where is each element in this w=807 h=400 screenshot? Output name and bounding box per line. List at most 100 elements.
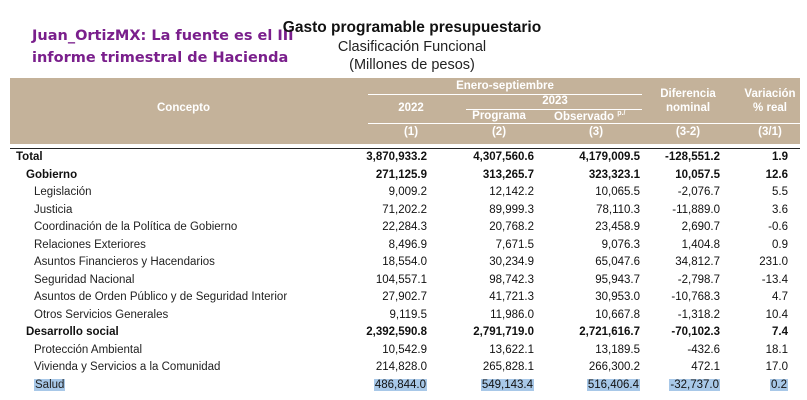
table-subtitle: Clasificación Funcional bbox=[337, 39, 487, 55]
header-divider-period bbox=[368, 94, 642, 95]
cell-observado: 2,721,616.7 bbox=[579, 326, 640, 338]
header-real: % real bbox=[753, 102, 787, 114]
cell-2022: 8,496.9 bbox=[388, 238, 427, 251]
annotation-line-2: informe trimestral de Hacienda bbox=[32, 50, 289, 66]
header-variacion: Variación bbox=[744, 88, 796, 100]
cell-variacion: 231.0 bbox=[759, 256, 788, 268]
cell-programa: 13,622.1 bbox=[489, 343, 534, 356]
table-row-gobierno: Gobierno 271,125.9 313,265.7 323,323.1 1… bbox=[10, 168, 800, 186]
header-observado-label: Observado bbox=[554, 110, 615, 123]
cell-programa: 265,828.1 bbox=[482, 361, 534, 373]
table-row-total: Total 3,870,933.2 4,307,560.6 4,179,009.… bbox=[10, 150, 800, 168]
header-col-1: (1) bbox=[403, 126, 419, 138]
row-label: Legislación bbox=[34, 186, 92, 198]
cell-observado: 30,953.0 bbox=[595, 291, 640, 303]
cell-variacion: -13.4 bbox=[761, 273, 788, 286]
table-header bbox=[10, 78, 800, 144]
cell-2022: 3,870,933.2 bbox=[366, 151, 427, 163]
cell-observado: 13,189.5 bbox=[595, 343, 640, 356]
table-row: Vivienda y Servicios a la Comunidad 214,… bbox=[10, 360, 800, 378]
table-row-desarrollo-social: Desarrollo social 2,392,590.8 2,791,719.… bbox=[10, 325, 800, 343]
header-concepto: Concepto bbox=[157, 102, 211, 114]
table-row: Asuntos Financieros y Hacendarios 18,554… bbox=[10, 255, 800, 273]
cell-observado: 4,179,009.5 bbox=[579, 151, 640, 163]
cell-2022: 104,557.1 bbox=[375, 273, 427, 286]
cell-variacion: 7.4 bbox=[772, 326, 788, 338]
cell-observado: 10,667.8 bbox=[595, 308, 640, 321]
cell-programa: 41,721.3 bbox=[489, 291, 534, 303]
cell-programa: 313,265.7 bbox=[482, 168, 534, 181]
annotation-line-1: Juan_OrtizMX: La fuente es el III bbox=[32, 28, 294, 44]
row-label: Desarrollo social bbox=[26, 326, 119, 338]
cell-diferencia: 472.1 bbox=[691, 361, 720, 373]
cell-2022: 22,284.3 bbox=[382, 221, 427, 233]
cell-diferencia: 34,812.7 bbox=[675, 256, 720, 268]
cell-variacion: -0.6 bbox=[768, 221, 788, 233]
cell-diferencia: -10,768.3 bbox=[671, 291, 720, 303]
row-label: Asuntos de Orden Público y de Seguridad … bbox=[34, 291, 288, 303]
cell-diferencia: 1,404.8 bbox=[681, 238, 720, 251]
cell-observado: 78,110.3 bbox=[596, 203, 640, 216]
cell-observado: 65,047.6 bbox=[595, 256, 640, 268]
cell-2022: 2,392,590.8 bbox=[366, 326, 427, 338]
cell-diferencia: 10,057.5 bbox=[675, 168, 720, 181]
cell-programa: 30,234.9 bbox=[489, 256, 534, 268]
table-row: Justicia 71,202.2 89,999.3 78,110.3 -11,… bbox=[10, 203, 800, 221]
cell-observado: 266,300.2 bbox=[588, 361, 640, 373]
cell-2022: 486,844.0 bbox=[373, 378, 427, 391]
header-diferencia: Diferencia bbox=[660, 88, 716, 100]
cell-programa: 11,986.0 bbox=[490, 308, 534, 321]
cell-variacion: 5.5 bbox=[772, 186, 788, 198]
cell-diferencia: -32,737.0 bbox=[669, 378, 720, 391]
cell-diferencia: -2,798.7 bbox=[677, 273, 720, 286]
header-col-5: (3/1) bbox=[758, 126, 782, 138]
cell-observado: 95,943.7 bbox=[595, 273, 640, 286]
table-row: Seguridad Nacional 104,557.1 98,742.3 95… bbox=[10, 273, 800, 291]
table-row: Relaciones Exteriores 8,496.9 7,671.5 9,… bbox=[10, 238, 800, 256]
cell-programa: 7,671.5 bbox=[495, 238, 534, 251]
table-row: Coordinación de la Política de Gobierno … bbox=[10, 220, 800, 238]
header-col-4: (3-2) bbox=[675, 126, 701, 138]
table-row-salud: Salud 486,844.0 549,143.4 516,406.4 -32,… bbox=[10, 378, 800, 396]
table-units: (Millones de pesos) bbox=[349, 57, 475, 73]
header-divider-numbers bbox=[368, 123, 800, 124]
cell-variacion: 1.9 bbox=[772, 151, 788, 163]
cell-programa: 12,142.2 bbox=[489, 186, 534, 198]
table-row: Otros Servicios Generales 9,119.5 11,986… bbox=[10, 308, 800, 326]
table-title: Gasto programable presupuestario bbox=[282, 19, 542, 36]
header-col-3: (3) bbox=[588, 126, 604, 138]
cell-2022: 71,202.2 bbox=[382, 203, 427, 216]
table-row: Legislación 9,009.2 12,142.2 10,065.5 -2… bbox=[10, 185, 800, 203]
row-label: Salud bbox=[34, 378, 66, 391]
row-label: Protección Ambiental bbox=[34, 343, 143, 356]
cell-programa: 89,999.3 bbox=[489, 203, 534, 216]
cell-programa: 20,768.2 bbox=[489, 221, 534, 233]
header-period: Enero-septiembre bbox=[456, 80, 554, 92]
cell-programa: 4,307,560.6 bbox=[473, 151, 534, 163]
cell-variacion: 4.7 bbox=[772, 291, 788, 303]
cell-2022: 9,009.2 bbox=[388, 186, 427, 198]
cell-variacion: 18.1 bbox=[765, 343, 788, 356]
cell-2022: 10,542.9 bbox=[382, 343, 427, 356]
cell-diferencia: -2,076.7 bbox=[677, 186, 720, 198]
table-body: Total 3,870,933.2 4,307,560.6 4,179,009.… bbox=[10, 150, 800, 395]
header-nominal: nominal bbox=[665, 102, 711, 114]
header-programa: Programa bbox=[472, 110, 526, 122]
cell-variacion: 10.4 bbox=[765, 308, 788, 321]
header-year-2023: 2023 bbox=[542, 95, 568, 107]
cell-2022: 214,828.0 bbox=[375, 361, 427, 373]
cell-programa: 98,742.3 bbox=[489, 273, 534, 286]
header-divider-2023 bbox=[466, 109, 642, 110]
row-label: Otros Servicios Generales bbox=[34, 308, 169, 321]
cell-programa: 549,143.4 bbox=[480, 378, 534, 391]
cell-programa: 2,791,719.0 bbox=[473, 326, 534, 338]
header-2022: 2022 bbox=[398, 102, 424, 114]
cell-diferencia: -11,889.0 bbox=[672, 203, 720, 216]
cell-diferencia: -1,318.2 bbox=[677, 308, 720, 321]
table-row: Protección Ambiental 10,542.9 13,622.1 1… bbox=[10, 343, 800, 361]
row-label: Seguridad Nacional bbox=[34, 273, 135, 286]
row-label: Vivienda y Servicios a la Comunidad bbox=[34, 361, 221, 373]
cell-2022: 18,554.0 bbox=[382, 256, 427, 268]
cell-variacion: 0.9 bbox=[772, 238, 788, 251]
row-label: Relaciones Exteriores bbox=[34, 238, 146, 251]
